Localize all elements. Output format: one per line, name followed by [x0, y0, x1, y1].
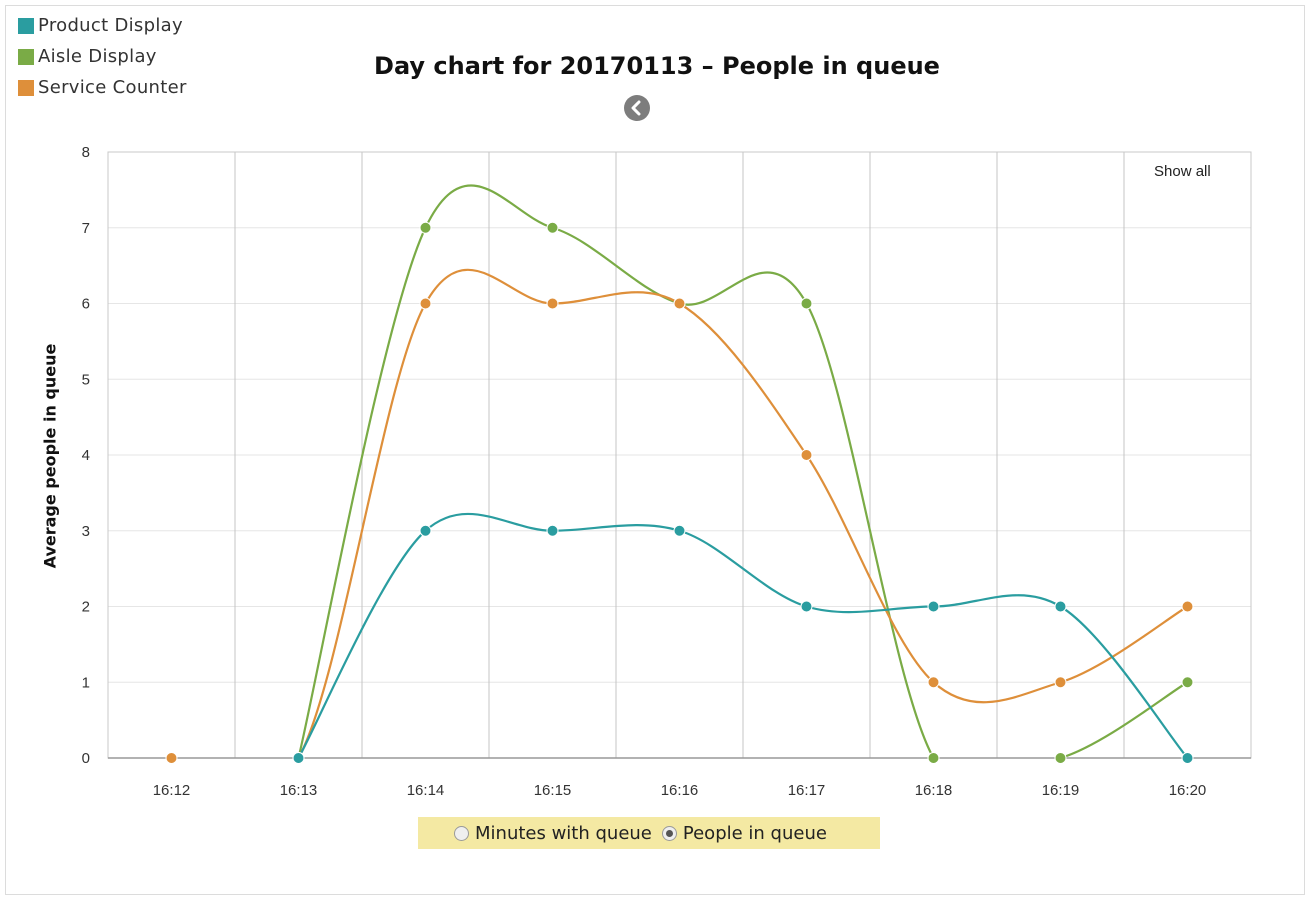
x-tick-label: 16:16: [661, 782, 699, 799]
chart-title: Day chart for 20170113 – People in queue: [374, 52, 940, 80]
legend-label: Service Counter: [38, 77, 187, 98]
data-point-product-display: [292, 752, 305, 764]
series-line-aisle-display: [297, 184, 1189, 758]
toggle-people-in-queue[interactable]: People in queue: [661, 822, 827, 844]
data-point-service-counter: [1181, 600, 1194, 613]
data-point-aisle-display: [546, 221, 559, 234]
data-point-service-counter: [1054, 676, 1067, 689]
legend-swatch: [18, 79, 34, 96]
radio-people-in-queue[interactable]: [661, 825, 677, 841]
x-tick-label: 16:13: [280, 782, 318, 799]
back-button[interactable]: [624, 95, 650, 121]
data-point-product-display: [546, 524, 559, 537]
legend-swatch: [18, 48, 34, 65]
chevron-left-icon: [631, 100, 641, 116]
x-tick-label: 16:17: [788, 782, 826, 799]
x-tick-label: 16:12: [153, 782, 191, 799]
data-point-service-counter: [927, 676, 940, 689]
data-point-product-display: [800, 600, 813, 613]
legend-item-service-counter[interactable]: Service Counter: [18, 72, 187, 103]
toggle-label: Minutes with queue: [475, 822, 652, 844]
data-point-aisle-display: [1054, 752, 1067, 764]
radio-minutes-with-queue[interactable]: [454, 825, 469, 841]
data-point-service-counter: [165, 752, 178, 764]
x-tick-label: 16:19: [1042, 782, 1080, 799]
legend-label: Aisle Display: [38, 46, 157, 67]
toggle-label: People in queue: [682, 822, 827, 844]
data-point-product-display: [419, 524, 432, 537]
y-tick-label: 3: [82, 523, 90, 540]
legend-item-aisle-display[interactable]: Aisle Display: [18, 41, 187, 72]
data-point-aisle-display: [419, 221, 432, 234]
y-tick-label: 1: [82, 674, 90, 691]
x-tick-label: 16:14: [407, 782, 445, 799]
legend: Product Display Aisle Display Service Co…: [18, 10, 187, 103]
data-point-aisle-display: [927, 752, 940, 764]
show-all-button[interactable]: Show all: [1154, 163, 1211, 180]
legend-item-product-display[interactable]: Product Display: [18, 10, 187, 41]
y-tick-label: 5: [82, 371, 90, 388]
series-line-service-counter: [171, 268, 1189, 758]
data-point-service-counter: [419, 297, 432, 310]
toggle-minutes-with-queue[interactable]: Minutes with queue: [454, 823, 652, 844]
x-tick-label: 16:20: [1169, 782, 1207, 799]
chart-mode-toggle: Minutes with queue People in queue: [418, 817, 880, 849]
x-tick-label: 16:18: [915, 782, 953, 799]
data-point-product-display: [1054, 600, 1067, 613]
y-tick-label: 6: [82, 296, 90, 313]
data-point-product-display: [1181, 752, 1194, 764]
y-tick-label: 7: [82, 220, 90, 237]
y-axis-label: Average people in queue: [40, 343, 60, 569]
data-point-service-counter: [800, 449, 813, 461]
legend-label: Product Display: [38, 15, 183, 36]
legend-swatch: [18, 17, 34, 34]
y-tick-label: 0: [82, 750, 90, 767]
data-point-product-display: [673, 524, 686, 537]
data-point-aisle-display: [1181, 676, 1194, 689]
x-tick-label: 16:15: [534, 782, 572, 799]
y-tick-label: 4: [82, 447, 90, 464]
y-tick-label: 8: [82, 144, 90, 161]
data-point-aisle-display: [800, 297, 813, 310]
data-point-service-counter: [673, 297, 686, 310]
data-point-service-counter: [546, 297, 559, 310]
y-tick-label: 2: [82, 599, 90, 616]
data-point-product-display: [927, 600, 940, 613]
